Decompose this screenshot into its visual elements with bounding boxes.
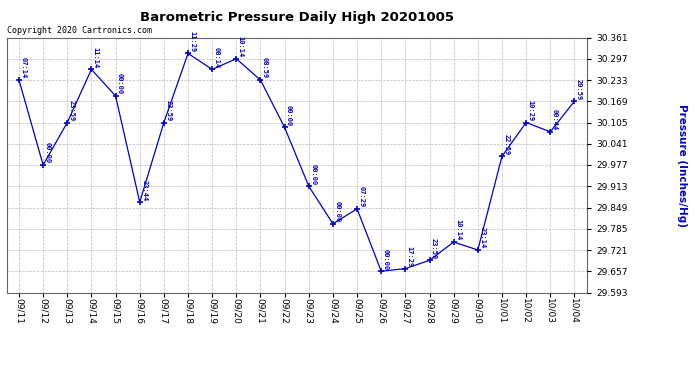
Text: 00:00: 00:00 [117,74,123,94]
Text: 00:00: 00:00 [45,142,50,164]
Text: 00:00: 00:00 [286,105,292,126]
Text: Barometric Pressure Daily High 20201005: Barometric Pressure Daily High 20201005 [139,11,454,24]
Text: Pressure (Inches/Hg): Pressure (Inches/Hg) [677,104,687,226]
Text: 22:59: 22:59 [504,134,509,155]
Text: 10:29: 10:29 [528,100,533,121]
Text: 08:59: 08:59 [262,57,268,79]
Text: 00:44: 00:44 [552,109,558,130]
Text: 23:44: 23:44 [141,180,147,201]
Text: 10:14: 10:14 [238,36,244,57]
Text: 11:29: 11:29 [190,31,195,52]
Text: 00:00: 00:00 [335,201,340,222]
Text: 20:59: 20:59 [576,79,582,100]
Text: 23:14: 23:14 [480,227,485,249]
Text: 23:59: 23:59 [431,238,437,259]
Text: Copyright 2020 Cartronics.com: Copyright 2020 Cartronics.com [7,26,152,35]
Text: 07:29: 07:29 [359,186,364,207]
Text: 23:59: 23:59 [166,100,171,121]
Text: 10:14: 10:14 [455,219,461,241]
Text: 08:14: 08:14 [214,47,219,68]
Text: 07:14: 07:14 [21,57,26,79]
Text: 17:29: 17:29 [407,246,413,267]
Text: 00:00: 00:00 [310,164,316,185]
Text: 00:00: 00:00 [383,249,388,270]
Text: 11:14: 11:14 [93,47,99,68]
Text: 23:59: 23:59 [69,100,75,121]
